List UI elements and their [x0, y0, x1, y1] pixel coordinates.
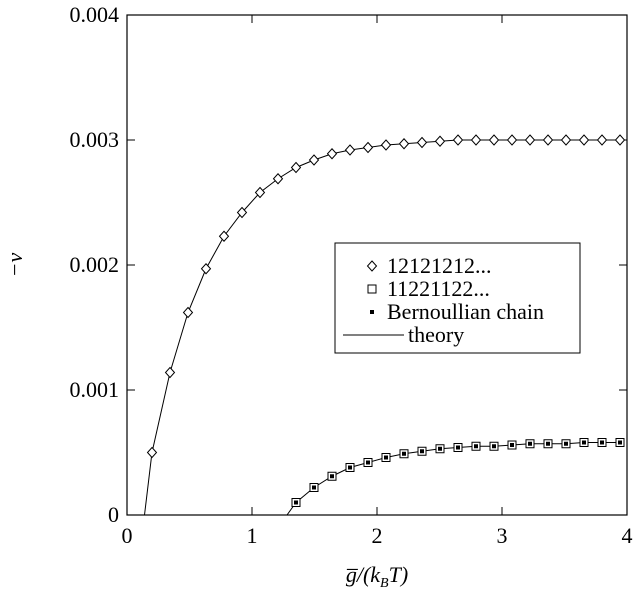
dot-marker	[294, 500, 298, 505]
legend-label: theory	[408, 322, 464, 347]
diamond-marker	[452, 134, 464, 146]
diamond-marker	[362, 141, 374, 154]
diamond-marker	[524, 134, 536, 146]
x-axis-label: g̅/(kBT)	[346, 562, 408, 591]
dot-marker	[402, 451, 406, 456]
diamond-marker	[200, 263, 212, 275]
legend-marker	[370, 310, 374, 314]
diamond-marker	[272, 173, 284, 185]
diamond-marker	[596, 134, 608, 146]
y-tick-label: 0.003	[70, 127, 120, 152]
diamond-marker	[614, 134, 626, 146]
diamond-marker	[470, 134, 482, 146]
diamond-marker	[164, 366, 176, 379]
diamond-marker	[290, 161, 302, 174]
dot-marker	[546, 441, 550, 446]
diamond-marker	[434, 135, 446, 147]
dot-marker	[366, 460, 370, 465]
dot-marker	[618, 440, 622, 445]
legend-marker	[367, 284, 377, 294]
y-tick-label: 0	[108, 502, 119, 527]
dot-marker	[564, 441, 568, 446]
diamond-marker	[236, 206, 248, 219]
legend-label: Bernoullian chain	[387, 299, 544, 324]
x-label-part: T)	[389, 562, 409, 587]
legend-label: 12121212...	[387, 253, 492, 278]
x-label-part: g̅/(k	[346, 562, 381, 587]
diamond-marker	[560, 134, 572, 146]
x-label-sub: B	[380, 576, 389, 591]
dot-marker	[384, 455, 388, 460]
x-tick-label: 1	[247, 523, 258, 548]
y-tick-label: 0.004	[70, 2, 120, 27]
dot-marker	[312, 485, 316, 490]
diamond-marker	[146, 446, 158, 459]
dot-marker	[528, 441, 532, 446]
diamond-marker	[506, 134, 518, 146]
x-tick-label: 3	[497, 523, 508, 548]
diamond-marker	[416, 136, 428, 149]
dot-marker	[510, 443, 514, 447]
dot-marker	[492, 444, 496, 449]
x-tick-label: 2	[372, 523, 383, 548]
diamond-marker	[344, 144, 356, 156]
x-tick-label: 0	[122, 523, 133, 548]
dot-marker	[420, 449, 424, 454]
dot-marker	[582, 440, 586, 445]
dot-marker	[474, 444, 478, 449]
y-tick-label: 0.001	[70, 377, 120, 402]
dot-marker	[456, 445, 460, 450]
diamond-marker	[308, 154, 320, 166]
dot-marker	[348, 465, 352, 470]
y-tick-label: 0.002	[70, 252, 120, 277]
diamond-marker	[488, 134, 500, 146]
dot-marker	[438, 446, 442, 451]
diamond-marker	[398, 138, 410, 150]
diamond-marker	[380, 139, 392, 151]
diamond-marker	[218, 230, 230, 242]
diamond-marker	[182, 306, 194, 319]
diamond-marker	[542, 134, 554, 146]
dot-marker	[330, 474, 334, 479]
diamond-marker	[326, 148, 338, 160]
dot-marker	[600, 440, 604, 445]
y-axis-label: −ν	[2, 252, 27, 277]
x-tick-label: 4	[622, 523, 633, 548]
diamond-marker	[254, 186, 266, 199]
diamond-marker	[578, 134, 590, 146]
legend-marker	[366, 260, 378, 272]
legend-label: 11221122...	[387, 276, 490, 301]
